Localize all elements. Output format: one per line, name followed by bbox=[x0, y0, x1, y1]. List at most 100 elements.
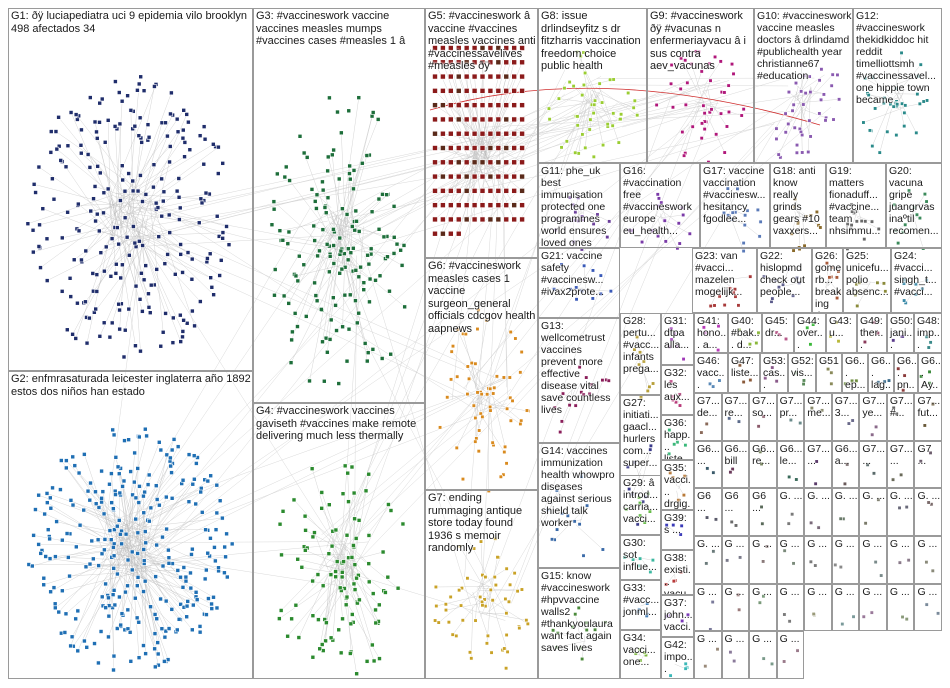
inter-group-edge bbox=[157, 205, 474, 409]
edge bbox=[702, 85, 729, 92]
node-g1 bbox=[182, 154, 187, 159]
group-label-g11: G11: phe_uk best immunisation protected … bbox=[541, 165, 610, 248]
group-panel-g29: G29: â introd... carria... vacci... bbox=[620, 475, 661, 535]
node-g1 bbox=[137, 297, 143, 302]
edge bbox=[50, 508, 146, 562]
node-g1 bbox=[44, 278, 50, 283]
edge bbox=[138, 500, 221, 565]
node-g1 bbox=[140, 309, 145, 314]
edge bbox=[445, 602, 485, 611]
group-label-g32: G32: les aux... bbox=[664, 367, 690, 403]
group-panel-g65: G7... #... bbox=[886, 393, 915, 441]
edge bbox=[84, 542, 128, 642]
edge bbox=[795, 91, 811, 102]
edge bbox=[863, 288, 886, 292]
node-g1 bbox=[165, 252, 170, 257]
group-label-g103: G ... bbox=[697, 633, 717, 646]
group-panel-g41: G41: hono... a... bbox=[694, 313, 728, 353]
edge bbox=[797, 75, 805, 101]
group-panel-g79: G. ... bbox=[776, 488, 805, 536]
edge bbox=[47, 502, 133, 556]
edge bbox=[466, 119, 491, 160]
group-label-g42: G42: impo... bbox=[664, 639, 693, 675]
group-panel-g73: G7... ... bbox=[859, 440, 887, 489]
group-label-g81: G. ... bbox=[834, 490, 858, 503]
node-g1 bbox=[185, 250, 191, 255]
edge bbox=[126, 570, 212, 609]
node-g1 bbox=[218, 258, 224, 263]
edge bbox=[857, 282, 871, 307]
group-label-g101: G ... bbox=[889, 585, 910, 598]
node-g1 bbox=[121, 354, 127, 360]
group-panel-g39: G39: s ... bbox=[661, 510, 694, 550]
edge bbox=[96, 503, 128, 533]
node-g1 bbox=[105, 186, 111, 192]
edge bbox=[138, 567, 188, 602]
node-g1 bbox=[65, 209, 70, 215]
edge bbox=[149, 497, 167, 552]
group-panel-g16: G16: #vaccination free #vaccineswork eur… bbox=[620, 163, 700, 248]
edge bbox=[782, 269, 789, 285]
node-g1 bbox=[159, 213, 165, 219]
edge bbox=[472, 398, 480, 431]
edge bbox=[720, 280, 736, 290]
group-label-g62: G7... me... bbox=[807, 395, 831, 419]
inter-group-edge bbox=[507, 95, 601, 149]
node-g1 bbox=[107, 334, 113, 340]
group-panel-g93: G ... bbox=[914, 536, 942, 584]
group-label-g2: G2: enfmrasaturada leicester inglaterra … bbox=[11, 373, 251, 398]
edge bbox=[434, 90, 482, 139]
group-label-g78: G6 ... bbox=[752, 490, 770, 515]
node-g1 bbox=[83, 299, 88, 305]
edge bbox=[763, 276, 781, 285]
edge bbox=[305, 550, 340, 565]
node-g2 bbox=[134, 615, 140, 621]
edge bbox=[145, 239, 211, 278]
node-g1 bbox=[130, 188, 136, 194]
node-g2 bbox=[75, 648, 81, 654]
group-label-g51: G51 bbox=[819, 355, 839, 367]
edge bbox=[94, 186, 140, 202]
node-g1 bbox=[116, 301, 121, 307]
node-g1 bbox=[132, 123, 138, 129]
group-label-g53: G53: cas... bbox=[763, 355, 786, 391]
node-g1 bbox=[136, 81, 142, 87]
node-g2 bbox=[70, 502, 76, 508]
group-label-g46: G46: vacc... bbox=[697, 355, 725, 391]
group-panel-g85: G. ... bbox=[694, 536, 722, 584]
edge bbox=[488, 76, 507, 151]
node-g1 bbox=[113, 79, 118, 84]
node-g1 bbox=[36, 244, 42, 249]
inter-group-edge bbox=[144, 91, 673, 221]
edge bbox=[108, 120, 111, 215]
node-g1 bbox=[181, 108, 187, 113]
node-g2 bbox=[83, 564, 89, 570]
edge bbox=[39, 201, 128, 225]
edge bbox=[490, 403, 529, 412]
group-label-g19: G19: matters fionaduff... #vaccine... te… bbox=[829, 165, 883, 237]
edge bbox=[458, 47, 482, 149]
node-g1 bbox=[133, 283, 139, 289]
edge bbox=[149, 568, 167, 602]
edge bbox=[328, 553, 352, 568]
inter-group-edge bbox=[348, 111, 579, 237]
group-label-g74: G7... ... bbox=[889, 442, 913, 467]
edge bbox=[69, 572, 119, 577]
inter-group-edge bbox=[364, 255, 471, 605]
edge bbox=[323, 541, 347, 586]
group-panel-g25: G25: unicefu... polio absenc... bbox=[843, 248, 891, 313]
edge bbox=[114, 178, 162, 214]
group-label-g54: G6... ep... bbox=[845, 355, 866, 391]
group-label-g34: G34: vacci... one... bbox=[623, 632, 659, 668]
group-panel-g105: G ... bbox=[749, 631, 777, 679]
group-label-g71: G7... ... bbox=[807, 442, 830, 467]
group-panel-g66: G7... fut... bbox=[914, 393, 942, 441]
node-g1 bbox=[83, 248, 89, 254]
inter-group-edge bbox=[128, 93, 691, 215]
group-label-g59: G7... re... bbox=[724, 395, 748, 419]
group-label-g106: G ... bbox=[779, 633, 800, 646]
group-label-g10: G10: #vaccineswork vaccine measles docto… bbox=[757, 10, 852, 82]
node-g1 bbox=[67, 275, 73, 281]
node-g1 bbox=[99, 96, 105, 102]
inter-group-edge bbox=[480, 590, 493, 617]
